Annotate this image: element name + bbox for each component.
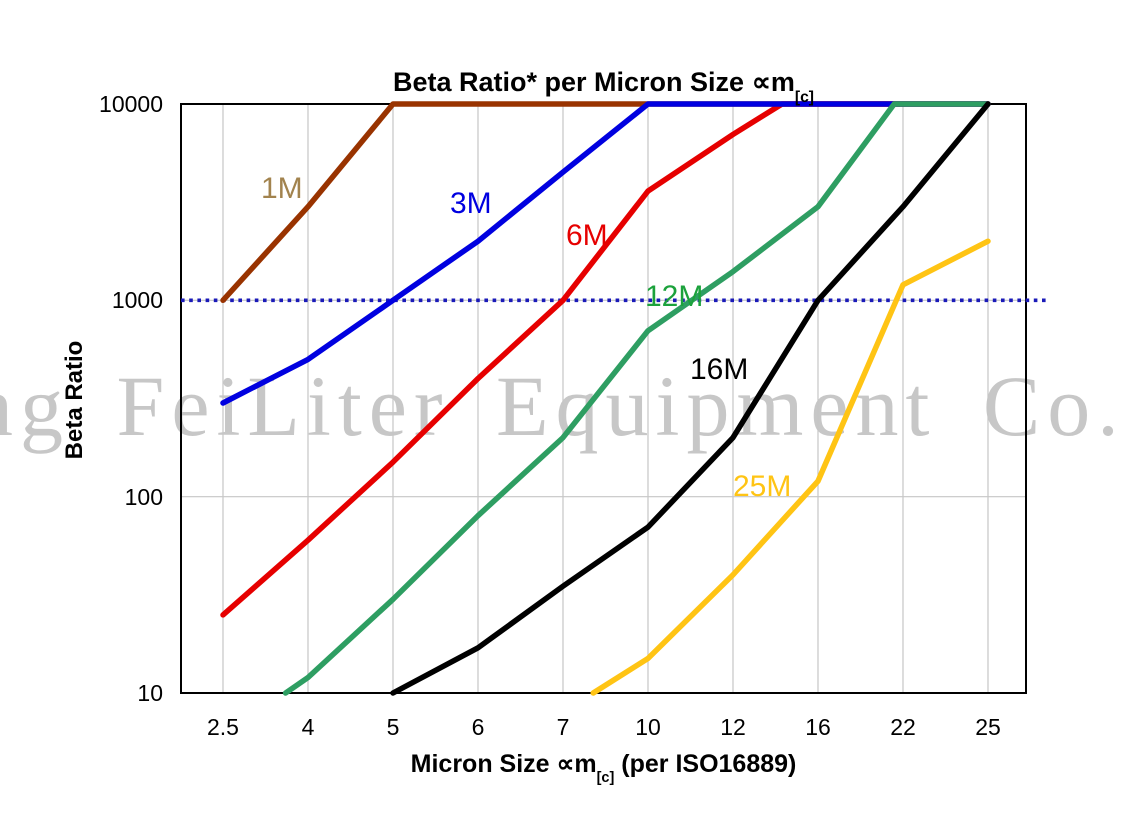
x-axis-title-post: (per ISO16889) [614, 750, 797, 778]
series-label-3M: 3M [450, 187, 492, 220]
x-tick-label-16: 16 [805, 714, 831, 740]
series-line-25M [590, 238, 991, 696]
series-label-16M: 16M [690, 353, 749, 386]
x-tick-label-2.5: 2.5 [207, 714, 239, 740]
y-tick-label-10: 10 [137, 680, 163, 706]
x-tick-label-12: 12 [720, 714, 746, 740]
chart-title-subscript: [c] [794, 88, 815, 106]
chart-title-main: Beta Ratio* per Micron Size ∝m [392, 67, 795, 97]
x-tick-label-7: 7 [556, 714, 570, 740]
x-axis-title-subscript: [c] [596, 770, 615, 787]
x-tick-label-10: 10 [635, 714, 661, 740]
x-tick-label-4: 4 [301, 714, 315, 740]
series-line-16M [390, 101, 991, 696]
series-label-6M: 6M [566, 219, 608, 252]
series-label-25M: 25M [733, 470, 792, 503]
x-axis-title-pre: Micron Size ∝m [410, 750, 597, 778]
y-tick-label-1000: 1000 [111, 287, 163, 313]
x-tick-label-25: 25 [975, 714, 1001, 740]
x-tick-label-6: 6 [471, 714, 485, 740]
chart-title: Beta Ratio* per Micron Size ∝m[c] [181, 67, 1026, 106]
x-axis-title: Micron Size ∝m[c] (per ISO16889) [181, 749, 1026, 786]
series-line-3M [220, 101, 991, 406]
y-tick-label-100: 100 [124, 484, 163, 510]
series-label-1M: 1M [261, 172, 303, 205]
series-line-12M [282, 101, 991, 696]
x-tick-label-22: 22 [890, 714, 916, 740]
x-tick-label-5: 5 [386, 714, 400, 740]
series-label-12M: 12M [645, 280, 704, 313]
y-tick-label-10000: 10000 [99, 91, 163, 117]
